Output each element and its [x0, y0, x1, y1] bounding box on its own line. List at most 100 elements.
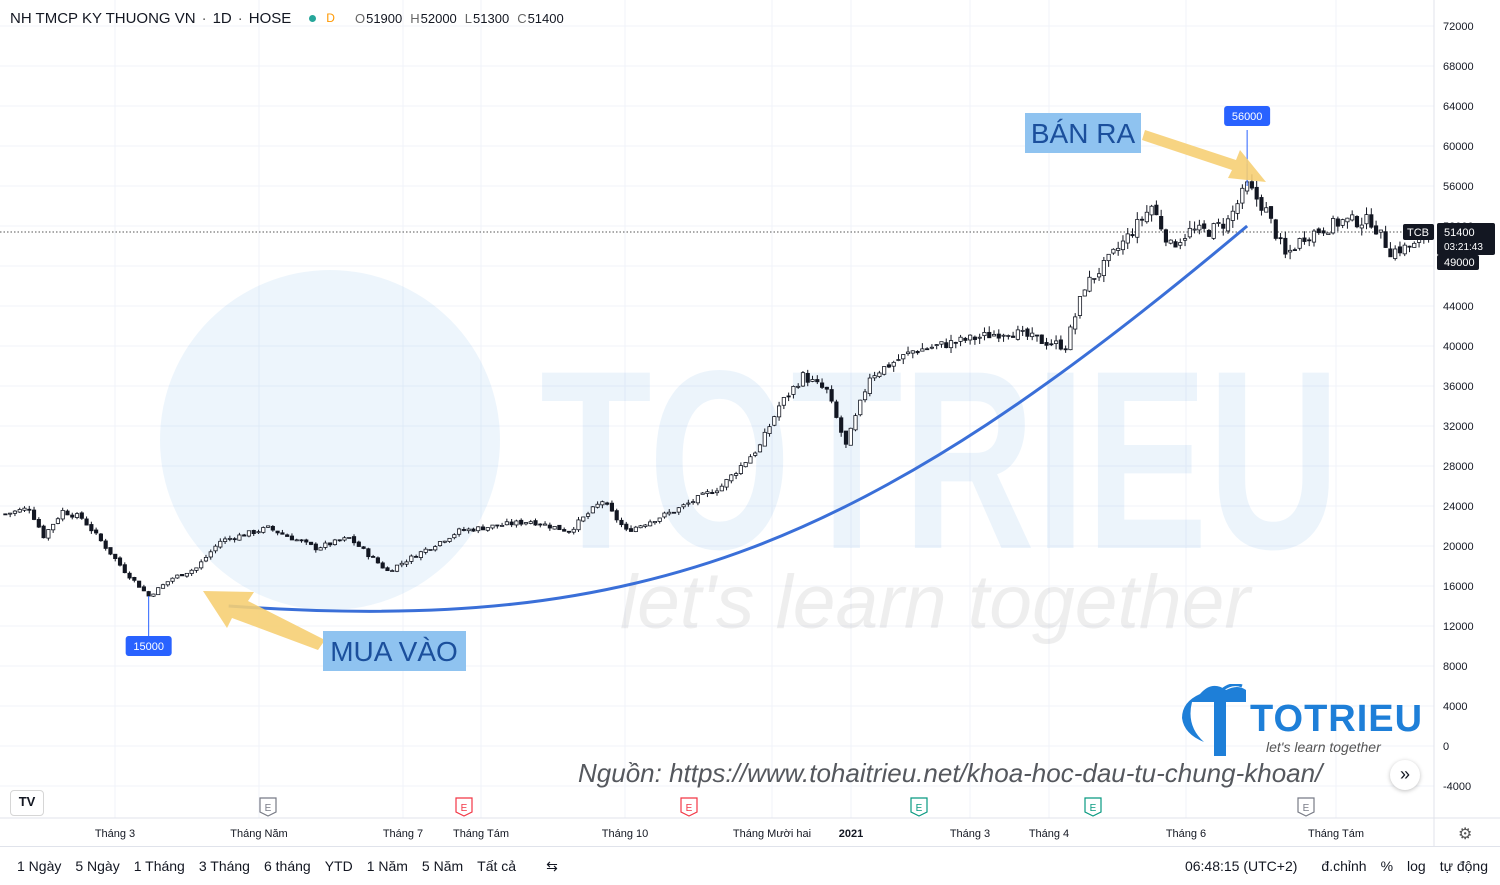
earnings-marker-label: E: [1090, 803, 1097, 814]
candle: [447, 537, 452, 542]
range-all[interactable]: Tất cả: [477, 858, 517, 874]
candle: [1354, 216, 1360, 228]
candle: [1054, 340, 1059, 344]
candle: [772, 416, 777, 426]
candle: [547, 524, 552, 529]
candle: [98, 533, 103, 542]
x-tick-label: Tháng 4: [1029, 828, 1069, 840]
candle: [289, 535, 295, 541]
candle: [1240, 187, 1245, 204]
close-value: C51400: [517, 10, 564, 26]
candle: [886, 364, 892, 368]
price-chart[interactable]: TOTRIEU let's learn together 1500056000 …: [0, 0, 1500, 846]
candle: [452, 534, 457, 539]
candle: [103, 540, 108, 549]
earnings-marker[interactable]: [259, 797, 277, 817]
candle: [117, 557, 123, 566]
candle: [915, 350, 920, 354]
candle: [304, 539, 309, 543]
x-tick-label: Tháng 6: [1166, 828, 1206, 840]
data-badge: D: [326, 11, 335, 25]
range-1d[interactable]: 1 Ngày: [17, 858, 62, 874]
candle: [1402, 244, 1407, 255]
candle: [146, 591, 151, 597]
candle: [571, 528, 576, 533]
candle: [1130, 234, 1135, 237]
candle: [60, 509, 65, 520]
candle: [953, 341, 958, 344]
candle: [1340, 219, 1345, 226]
percent-toggle[interactable]: %: [1380, 858, 1394, 874]
candle: [1173, 241, 1178, 248]
earnings-marker[interactable]: [910, 797, 928, 817]
candle: [910, 350, 915, 354]
y-tick-label: 56000: [1443, 181, 1474, 193]
earnings-marker[interactable]: [680, 797, 698, 817]
symbol-name[interactable]: NH TMCP KY THUONG VN: [10, 9, 196, 27]
candle: [46, 529, 51, 539]
interval[interactable]: 1D: [212, 9, 232, 27]
earnings-marker[interactable]: [1297, 797, 1315, 817]
y-tick-label: 64000: [1443, 101, 1474, 113]
candle: [1302, 237, 1307, 242]
auto-scale-toggle[interactable]: tự động: [1439, 858, 1488, 874]
candle: [824, 386, 829, 390]
buy-label-bg: [323, 631, 466, 671]
candle: [170, 577, 175, 582]
candle: [394, 564, 400, 572]
candle: [442, 540, 447, 543]
candle: [996, 333, 1001, 339]
candle: [108, 547, 113, 555]
candle: [1374, 225, 1379, 235]
earnings-marker[interactable]: [455, 797, 473, 817]
earnings-marker[interactable]: [1084, 797, 1102, 817]
scroll-to-realtime-button[interactable]: »: [1390, 760, 1420, 790]
range-5y[interactable]: 5 Năm: [421, 858, 464, 874]
gear-icon[interactable]: ⚙: [1458, 826, 1473, 843]
candle: [285, 534, 290, 537]
range-ytd[interactable]: YTD: [324, 858, 353, 874]
candle: [1082, 289, 1087, 297]
candle: [710, 492, 715, 494]
adjust-toggle[interactable]: đ.chỉnh: [1321, 858, 1367, 874]
range-6m[interactable]: 6 tháng: [263, 858, 311, 874]
watermark-text: TOTRIEU: [540, 318, 1340, 603]
candle: [1097, 273, 1102, 278]
log-toggle[interactable]: log: [1407, 858, 1426, 874]
y-tick-label: 28000: [1443, 461, 1474, 473]
candle: [1216, 222, 1221, 224]
candle: [380, 562, 385, 569]
range-1m[interactable]: 1 Tháng: [133, 858, 185, 874]
candle: [777, 405, 782, 418]
candle: [270, 525, 275, 531]
time-axis[interactable]: Tháng 3 Tháng Năm Tháng 7 Tháng Tám Tháng 10…: [95, 828, 1364, 840]
candle: [280, 532, 285, 535]
candle: [882, 366, 887, 375]
range-3m[interactable]: 3 Tháng: [198, 858, 250, 874]
range-1y[interactable]: 1 Năm: [366, 858, 408, 874]
candle: [714, 490, 720, 494]
x-tick-label: Tháng 3: [95, 828, 135, 840]
candle: [371, 556, 376, 558]
candles[interactable]: [3, 164, 1431, 597]
candle: [1206, 230, 1211, 237]
candle: [1178, 242, 1183, 246]
candle: [1125, 233, 1130, 244]
price-axis[interactable]: 7200068000640006000056000520004800044000…: [1443, 21, 1474, 793]
candle: [1249, 181, 1254, 189]
candle: [1154, 204, 1159, 216]
tradingview-logo[interactable]: TV: [10, 790, 44, 816]
candle: [901, 354, 906, 360]
x-tick-label: Tháng Tám: [453, 828, 509, 840]
candle: [982, 332, 987, 337]
goto-date-icon[interactable]: ⇆: [546, 857, 558, 874]
candle: [691, 501, 696, 504]
candle: [839, 417, 844, 433]
candle: [156, 587, 161, 596]
y-tick-label: 0: [1443, 741, 1449, 753]
range-5d[interactable]: 5 Ngày: [75, 858, 120, 874]
candle: [65, 510, 70, 516]
candle: [1393, 248, 1398, 259]
candle: [724, 479, 729, 488]
